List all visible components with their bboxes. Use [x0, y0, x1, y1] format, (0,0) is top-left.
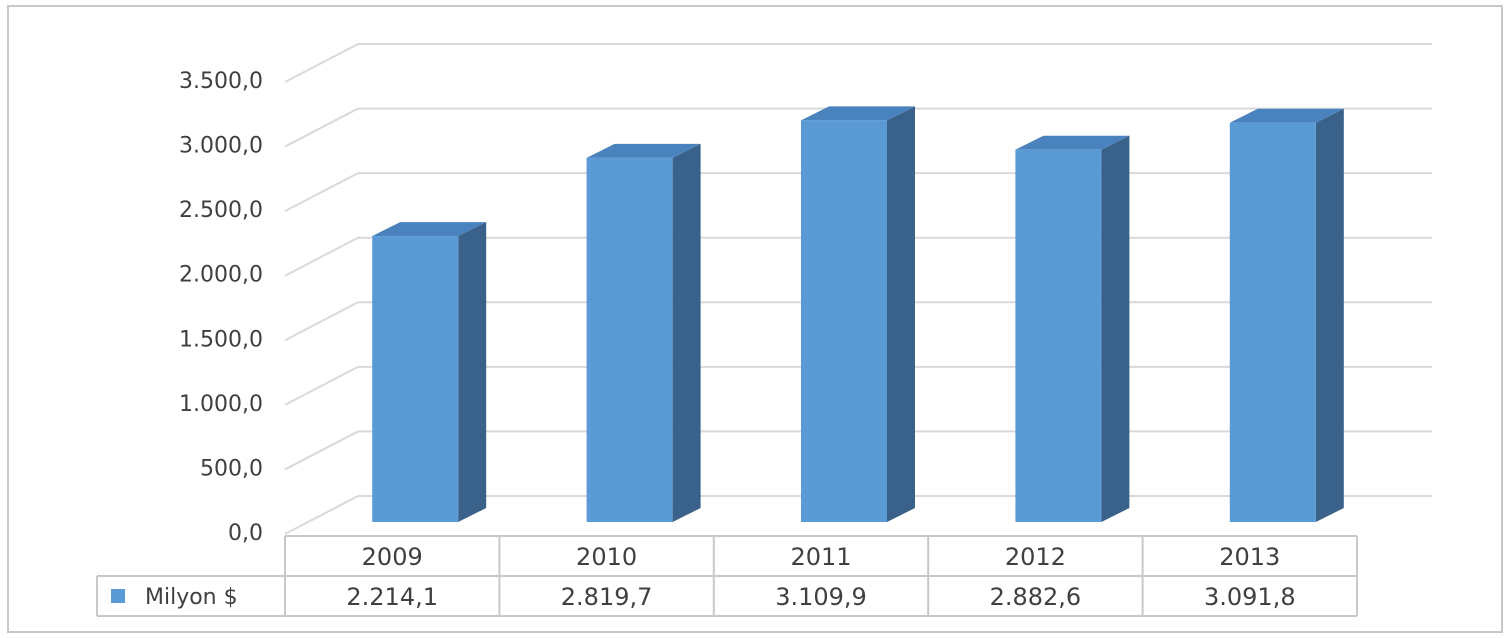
- x-tick-label: 2010: [576, 543, 637, 571]
- x-tick-label: 2011: [790, 543, 851, 571]
- legend-swatch: [111, 589, 125, 603]
- grid-line: [284, 495, 359, 535]
- bar: [1015, 149, 1102, 523]
- data-label: 2.819,7: [561, 583, 653, 611]
- bar-top: [1229, 108, 1344, 123]
- bar-top: [372, 222, 487, 237]
- data-label: 2.882,6: [990, 583, 1082, 611]
- x-tick-label: 2009: [362, 543, 423, 571]
- y-tick-label: 2.000,0: [179, 263, 263, 288]
- grid-line: [284, 107, 359, 148]
- bar-side: [672, 143, 701, 522]
- bar-side: [1101, 135, 1130, 523]
- bar-top: [1015, 135, 1130, 150]
- bar-side: [887, 106, 915, 522]
- legend-label: Milyon $: [145, 585, 238, 610]
- bar-side: [1315, 108, 1344, 522]
- bar-top: [801, 106, 915, 121]
- x-tick-label: 2012: [1005, 543, 1066, 571]
- grid-line: [284, 301, 359, 342]
- data-label: 3.109,9: [775, 583, 867, 611]
- y-tick-label: 1.500,0: [179, 327, 263, 352]
- data-label: 3.091,8: [1204, 583, 1296, 611]
- bar: [801, 120, 887, 522]
- grid-line: [284, 236, 359, 277]
- bar: [586, 157, 673, 522]
- bar-top: [586, 143, 701, 158]
- data-label: 2.214,1: [346, 583, 438, 611]
- grid-line: [284, 365, 359, 406]
- bar: [1229, 122, 1316, 522]
- grid-line: [284, 43, 359, 83]
- y-tick-label: 3.000,0: [179, 134, 263, 159]
- y-tick-label: 0,0: [228, 521, 263, 546]
- grid-line: [284, 172, 359, 213]
- x-tick-label: 2013: [1219, 543, 1280, 571]
- bar: [372, 236, 459, 522]
- grid-line: [284, 430, 359, 471]
- y-tick-label: 2.500,0: [179, 198, 263, 223]
- y-tick-label: 500,0: [200, 456, 263, 481]
- bar-side: [458, 222, 487, 522]
- y-tick-label: 1.000,0: [179, 392, 263, 417]
- y-tick-label: 3.500,0: [179, 69, 263, 94]
